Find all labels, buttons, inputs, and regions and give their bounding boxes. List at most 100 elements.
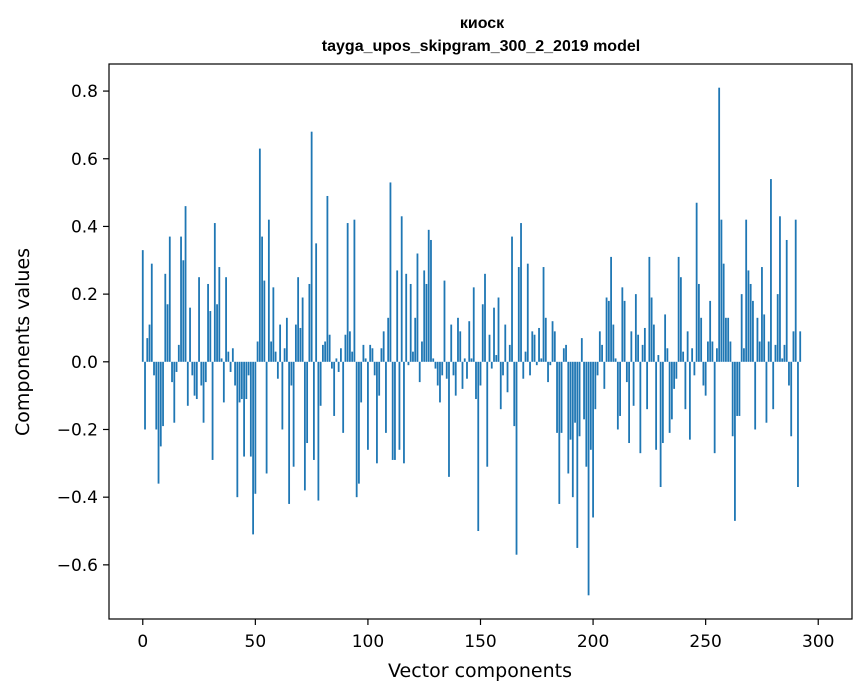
bar: [596, 361, 599, 376]
bar: [333, 361, 336, 416]
plot-frame: [108, 63, 853, 620]
bar: [511, 236, 513, 362]
bar: [529, 361, 531, 376]
bar: [200, 361, 203, 386]
bar: [702, 361, 705, 386]
bar: [679, 277, 682, 362]
bar: [245, 361, 248, 400]
bar: [173, 361, 176, 423]
bar: [576, 361, 579, 548]
bar: [220, 358, 223, 362]
bar: [218, 267, 221, 362]
bar: [434, 361, 437, 369]
bar: [628, 361, 630, 444]
bar: [256, 341, 259, 362]
bar: [758, 341, 761, 362]
bar: [353, 219, 356, 362]
bar: [740, 294, 743, 362]
bar: [198, 277, 200, 362]
bar: [698, 283, 700, 362]
bar: [281, 361, 284, 430]
bar: [648, 256, 651, 362]
x-tick-label: 100: [352, 632, 384, 652]
bar: [216, 304, 218, 362]
x-tick-label: 250: [689, 632, 721, 652]
bar: [355, 361, 358, 498]
bar: [222, 361, 225, 403]
bar: [319, 361, 322, 406]
bar: [560, 361, 563, 433]
bar: [267, 219, 270, 362]
bar: [533, 334, 536, 362]
bar: [790, 361, 793, 437]
bar: [312, 361, 315, 460]
x-axis-label: Vector components: [388, 660, 572, 682]
bar: [569, 361, 572, 440]
x-tick-label: 300: [802, 632, 834, 652]
bar: [213, 223, 216, 362]
bar: [263, 280, 266, 362]
bar: [432, 358, 435, 362]
bar: [209, 311, 212, 362]
bar: [704, 361, 707, 396]
bar: [166, 304, 169, 362]
bar: [477, 361, 480, 532]
bar: [551, 321, 554, 362]
bar: [144, 361, 146, 430]
bar: [225, 277, 227, 362]
bar: [182, 260, 185, 362]
bar: [783, 344, 786, 362]
bar: [583, 361, 585, 420]
bar: [416, 253, 419, 362]
bar: [337, 361, 340, 372]
bar: [310, 131, 313, 362]
bar: [688, 361, 691, 440]
bar: [234, 361, 236, 386]
bar: [718, 87, 721, 362]
bar: [195, 361, 198, 400]
bar: [540, 358, 543, 362]
bar: [693, 361, 696, 376]
bar: [175, 361, 178, 372]
bar: [578, 361, 581, 437]
bar: [675, 361, 678, 379]
x-tick-label: 150: [464, 632, 496, 652]
bar: [378, 361, 381, 396]
bar: [499, 361, 502, 410]
bar: [585, 361, 588, 467]
bar: [141, 250, 144, 362]
bar: [385, 361, 387, 433]
bar: [369, 344, 372, 362]
bar: [637, 334, 640, 362]
bar: [776, 294, 779, 362]
bar: [670, 361, 673, 420]
bar: [574, 361, 576, 423]
bar: [240, 361, 243, 400]
bar: [191, 361, 194, 376]
bar: [360, 361, 363, 403]
bar: [729, 341, 732, 362]
bar: [544, 317, 547, 362]
bar: [603, 361, 606, 389]
bar: [184, 206, 187, 362]
bar: [414, 317, 417, 362]
bar: [306, 361, 309, 444]
bar: [650, 297, 653, 362]
bar: [403, 361, 405, 464]
bar: [587, 361, 590, 596]
bar: [261, 236, 263, 362]
bar: [398, 361, 401, 450]
bar: [549, 361, 552, 366]
bar: [299, 327, 302, 362]
bar: [495, 355, 498, 362]
bar: [276, 361, 279, 379]
bar: [736, 361, 739, 416]
bar: [454, 361, 457, 396]
bar: [754, 361, 757, 430]
bar: [677, 256, 680, 362]
bar: [457, 317, 459, 362]
bar: [466, 361, 468, 379]
bar: [459, 331, 462, 362]
bar: [725, 317, 727, 362]
